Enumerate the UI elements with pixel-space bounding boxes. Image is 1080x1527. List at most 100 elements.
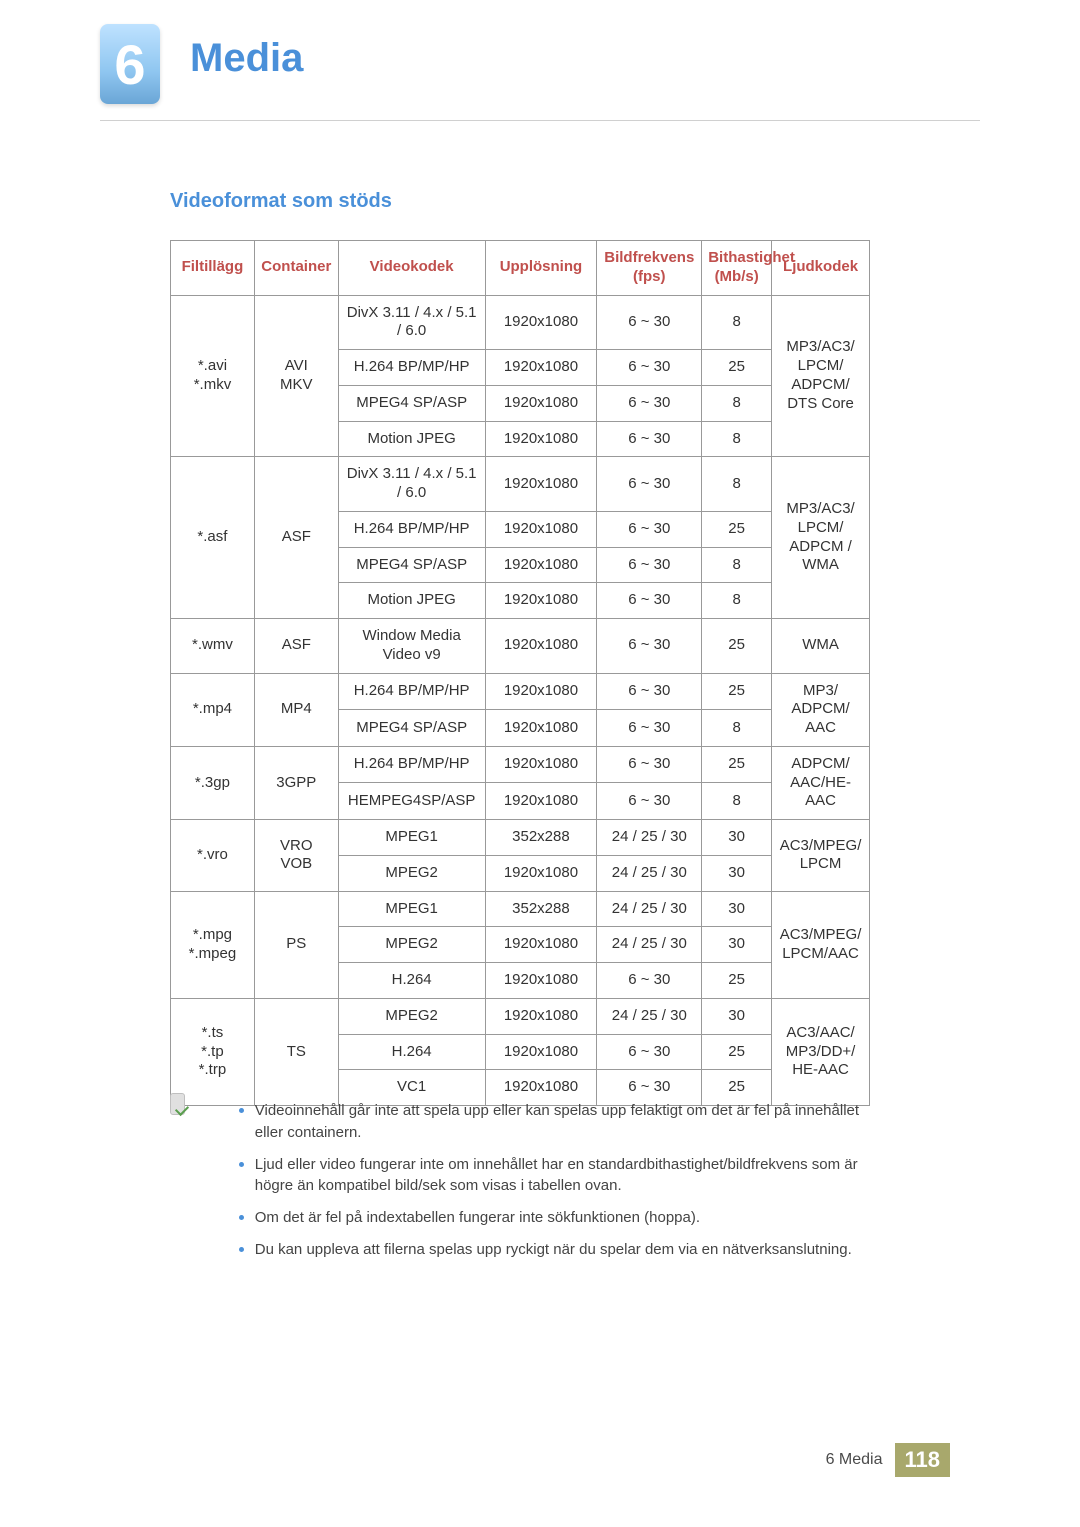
cell-codec: MPEG2 bbox=[338, 998, 485, 1034]
cell-fps: 24 / 25 / 30 bbox=[597, 998, 702, 1034]
cell-codec: Motion JPEG bbox=[338, 421, 485, 457]
notes-block: Videoinnehåll går inte att spela upp ell… bbox=[170, 1090, 870, 1271]
cell-res: 1920x1080 bbox=[485, 783, 597, 820]
cell-fps: 6 ~ 30 bbox=[597, 350, 702, 386]
cell-codec: H.264 bbox=[338, 963, 485, 999]
cell-codec: H.264 BP/MP/HP bbox=[338, 746, 485, 783]
cell-bitrate: 30 bbox=[702, 855, 772, 891]
cell-bitrate: 25 bbox=[702, 350, 772, 386]
cell-bitrate: 30 bbox=[702, 927, 772, 963]
cell-fps: 6 ~ 30 bbox=[597, 963, 702, 999]
table-row: *.mpg*.mpegPSMPEG1352x28824 / 25 / 3030A… bbox=[171, 891, 870, 927]
cell-res: 1920x1080 bbox=[485, 421, 597, 457]
cell-ext: *.mp4 bbox=[171, 673, 255, 746]
cell-audio: MP3/ADPCM/AAC bbox=[772, 673, 870, 746]
cell-res: 352x288 bbox=[485, 891, 597, 927]
cell-codec: MPEG1 bbox=[338, 820, 485, 856]
cell-codec: H.264 BP/MP/HP bbox=[338, 350, 485, 386]
cell-bitrate: 30 bbox=[702, 998, 772, 1034]
cell-container: VROVOB bbox=[254, 820, 338, 892]
th-bitrate: Bithastighet (Mb/s) bbox=[702, 241, 772, 296]
cell-fps: 6 ~ 30 bbox=[597, 421, 702, 457]
cell-res: 1920x1080 bbox=[485, 746, 597, 783]
cell-bitrate: 8 bbox=[702, 547, 772, 583]
cell-codec: MPEG4 SP/ASP bbox=[338, 385, 485, 421]
cell-res: 1920x1080 bbox=[485, 295, 597, 350]
cell-res: 1920x1080 bbox=[485, 350, 597, 386]
cell-fps: 24 / 25 / 30 bbox=[597, 927, 702, 963]
cell-res: 1920x1080 bbox=[485, 998, 597, 1034]
note-item: Du kan uppleva att filerna spelas upp ry… bbox=[239, 1239, 870, 1261]
cell-fps: 6 ~ 30 bbox=[597, 457, 702, 512]
cell-ext: *.wmv bbox=[171, 619, 255, 674]
cell-ext: *.mpg*.mpeg bbox=[171, 891, 255, 998]
note-item: Om det är fel på indextabellen fungerar … bbox=[239, 1207, 870, 1229]
cell-codec: Window Media Video v9 bbox=[338, 619, 485, 674]
cell-audio: MP3/AC3/LPCM/ADPCM/DTS Core bbox=[772, 295, 870, 457]
cell-container: AVIMKV bbox=[254, 295, 338, 457]
cell-bitrate: 25 bbox=[702, 746, 772, 783]
note-icon bbox=[170, 1093, 185, 1115]
cell-fps: 24 / 25 / 30 bbox=[597, 820, 702, 856]
th-codec: Videokodek bbox=[338, 241, 485, 296]
note-item: Videoinnehåll går inte att spela upp ell… bbox=[239, 1100, 870, 1144]
cell-codec: DivX 3.11 / 4.x / 5.1 / 6.0 bbox=[338, 295, 485, 350]
page-footer: 6 Media 118 bbox=[826, 1443, 950, 1477]
th-container: Container bbox=[254, 241, 338, 296]
th-ext: Filtillägg bbox=[171, 241, 255, 296]
cell-codec: DivX 3.11 / 4.x / 5.1 / 6.0 bbox=[338, 457, 485, 512]
cell-fps: 6 ~ 30 bbox=[597, 385, 702, 421]
cell-fps: 6 ~ 30 bbox=[597, 710, 702, 747]
cell-res: 1920x1080 bbox=[485, 511, 597, 547]
table-row: *.ts*.tp*.trpTSMPEG21920x108024 / 25 / 3… bbox=[171, 998, 870, 1034]
table-row: *.asfASFDivX 3.11 / 4.x / 5.1 / 6.01920x… bbox=[171, 457, 870, 512]
cell-codec: MPEG2 bbox=[338, 855, 485, 891]
page-number: 118 bbox=[895, 1443, 951, 1477]
cell-fps: 6 ~ 30 bbox=[597, 783, 702, 820]
cell-audio: MP3/AC3/LPCM/ADPCM /WMA bbox=[772, 457, 870, 619]
cell-res: 1920x1080 bbox=[485, 457, 597, 512]
cell-fps: 6 ~ 30 bbox=[597, 1034, 702, 1070]
cell-ext: *.asf bbox=[171, 457, 255, 619]
cell-res: 1920x1080 bbox=[485, 673, 597, 710]
cell-container: 3GPP bbox=[254, 746, 338, 819]
cell-ext: *.3gp bbox=[171, 746, 255, 819]
chapter-title: Media bbox=[190, 36, 303, 81]
chapter-number: 6 bbox=[114, 32, 145, 97]
cell-fps: 6 ~ 30 bbox=[597, 583, 702, 619]
cell-bitrate: 25 bbox=[702, 673, 772, 710]
footer-label: 6 Media bbox=[826, 1451, 883, 1469]
cell-bitrate: 8 bbox=[702, 457, 772, 512]
cell-codec: HEMPEG4SP/ASP bbox=[338, 783, 485, 820]
cell-res: 1920x1080 bbox=[485, 963, 597, 999]
cell-codec: MPEG4 SP/ASP bbox=[338, 547, 485, 583]
video-format-table: Filtillägg Container Videokodek Upplösni… bbox=[170, 240, 870, 1106]
cell-codec: MPEG1 bbox=[338, 891, 485, 927]
cell-codec: MPEG4 SP/ASP bbox=[338, 710, 485, 747]
cell-codec: H.264 bbox=[338, 1034, 485, 1070]
table-row: *.avi*.mkvAVIMKVDivX 3.11 / 4.x / 5.1 / … bbox=[171, 295, 870, 350]
cell-fps: 24 / 25 / 30 bbox=[597, 891, 702, 927]
cell-res: 1920x1080 bbox=[485, 619, 597, 674]
cell-audio: AC3/MPEG/LPCM bbox=[772, 820, 870, 892]
th-res: Upplösning bbox=[485, 241, 597, 296]
cell-container: MP4 bbox=[254, 673, 338, 746]
cell-bitrate: 8 bbox=[702, 295, 772, 350]
header-rule bbox=[100, 120, 980, 121]
cell-res: 1920x1080 bbox=[485, 1034, 597, 1070]
cell-codec: H.264 BP/MP/HP bbox=[338, 511, 485, 547]
cell-audio: AC3/MPEG/LPCM/AAC bbox=[772, 891, 870, 998]
cell-bitrate: 30 bbox=[702, 820, 772, 856]
cell-res: 1920x1080 bbox=[485, 710, 597, 747]
cell-fps: 6 ~ 30 bbox=[597, 673, 702, 710]
cell-fps: 6 ~ 30 bbox=[597, 619, 702, 674]
th-fps: Bildfrekvens (fps) bbox=[597, 241, 702, 296]
cell-bitrate: 8 bbox=[702, 421, 772, 457]
cell-ext: *.avi*.mkv bbox=[171, 295, 255, 457]
cell-bitrate: 8 bbox=[702, 783, 772, 820]
cell-bitrate: 30 bbox=[702, 891, 772, 927]
cell-codec: H.264 BP/MP/HP bbox=[338, 673, 485, 710]
cell-bitrate: 25 bbox=[702, 511, 772, 547]
cell-res: 1920x1080 bbox=[485, 583, 597, 619]
table-row: *.vroVROVOBMPEG1352x28824 / 25 / 3030AC3… bbox=[171, 820, 870, 856]
